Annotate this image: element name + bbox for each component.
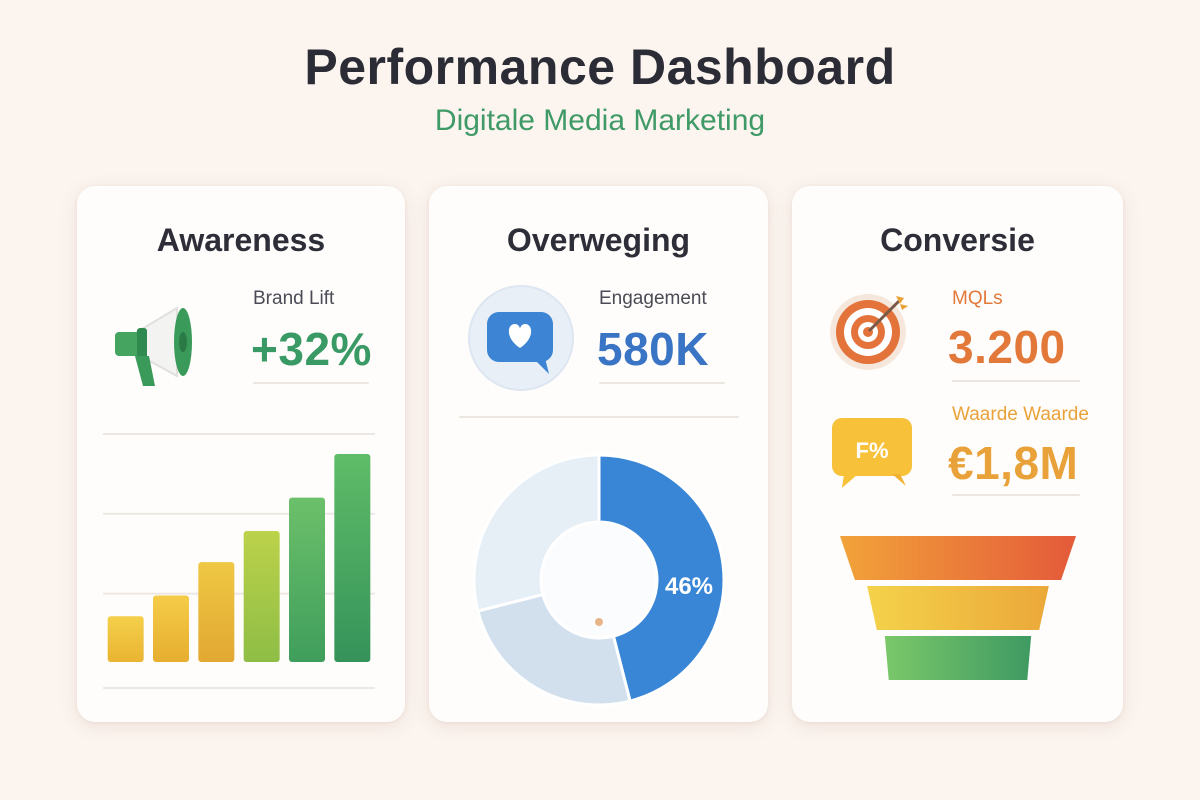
awareness-bar-chart: [103, 433, 375, 689]
metric-divider: [952, 494, 1080, 496]
page-subtitle: Digitale Media Marketing: [434, 104, 766, 137]
bar: [243, 530, 280, 662]
funnel-stage: [867, 586, 1049, 630]
engagement-value: 580K: [597, 323, 709, 375]
percent-chat-icon-text: F%: [856, 438, 889, 463]
value-amount: €1,8M: [948, 437, 1079, 489]
bar: [289, 497, 325, 662]
awareness-title: Awareness: [156, 222, 326, 258]
donut-slice: [472, 453, 601, 613]
page-title: Performance Dashboard: [304, 39, 896, 95]
metric-divider: [952, 380, 1080, 382]
section-divider: [459, 416, 739, 418]
mqls-label: MQLs: [952, 288, 1003, 309]
bar: [153, 595, 189, 662]
metric-divider: [599, 382, 725, 384]
target-icon: [826, 284, 916, 374]
funnel-icon: [840, 536, 1076, 680]
heart-chat-icon: [465, 282, 577, 394]
overweging-card: Overweging Engagement 580K 46%: [429, 186, 768, 722]
donut-center-dot: [595, 618, 603, 626]
brand-lift-label: Brand Lift: [253, 288, 335, 309]
conversie-card: Conversie MQLs 3.200 F% Waarde Waarde €1…: [792, 186, 1123, 722]
funnel-stage: [884, 636, 1032, 680]
metric-divider: [253, 382, 369, 384]
brand-lift-value: +32%: [251, 323, 372, 375]
value-label: Waarde Waarde: [952, 404, 1089, 425]
donut-slice: [476, 592, 632, 707]
donut-slice: [597, 453, 726, 703]
bar: [198, 562, 235, 662]
donut-label: 46%: [665, 573, 713, 600]
donut-hole: [543, 524, 655, 636]
awareness-card: Awareness Brand Lift +32%: [77, 186, 405, 722]
overweging-title: Overweging: [506, 222, 691, 258]
mqls-value: 3.200: [948, 321, 1066, 373]
megaphone-icon: [107, 290, 219, 390]
funnel-stage: [840, 536, 1076, 580]
conversie-title: Conversie: [880, 222, 1035, 258]
bar: [334, 454, 371, 662]
engagement-label: Engagement: [599, 288, 707, 309]
bar: [107, 616, 144, 662]
engagement-donut-chart: 46%: [472, 453, 726, 707]
percent-chat-icon: F%: [830, 416, 916, 490]
